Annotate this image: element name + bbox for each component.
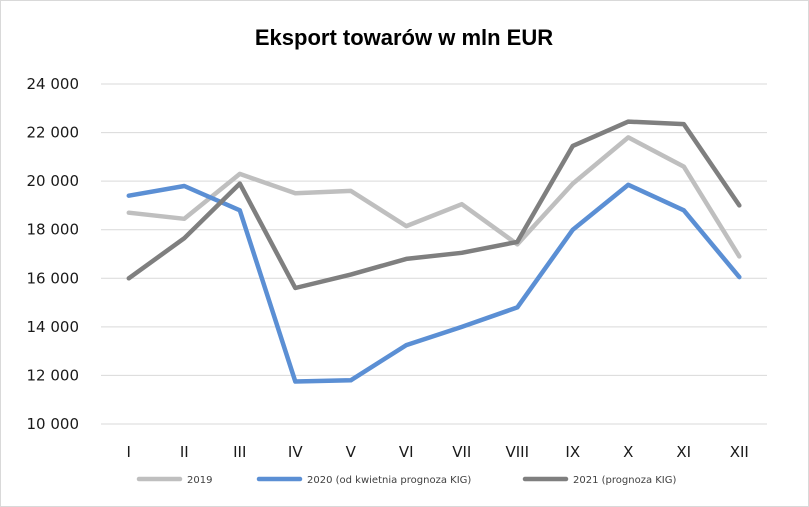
legend-item: 2021 (prognoza KIG) xyxy=(522,475,677,486)
x-tick-label: X xyxy=(623,443,633,461)
x-tick-label: V xyxy=(346,443,357,461)
x-tick-label: II xyxy=(180,443,189,461)
series-line xyxy=(126,135,742,259)
series-line xyxy=(126,182,742,384)
chart-title: Eksport towarów w mln EUR xyxy=(255,25,553,50)
series-line xyxy=(126,119,742,291)
legend-label: 2021 (prognoza KIG) xyxy=(573,475,677,486)
y-tick-label: 14 000 xyxy=(27,318,80,336)
legend-label: 2020 (od kwietnia prognoza KIG) xyxy=(307,475,471,486)
legend-label: 2019 xyxy=(187,475,212,486)
x-tick-label: VIII xyxy=(505,443,529,461)
x-tick-label: I xyxy=(127,443,131,461)
legend: 2019 2020 (od kwietnia prognoza KIG) 2021 … xyxy=(136,475,677,486)
legend-item: 2020 (od kwietnia prognoza KIG) xyxy=(256,475,471,486)
y-tick-label: 22 000 xyxy=(27,124,80,142)
y-axis-ticks: 10 000 12 000 14 000 16 000 18 000 20 000 22 0… xyxy=(27,75,80,433)
legend-item: 2019 xyxy=(136,475,212,486)
x-tick-label: VII xyxy=(452,443,471,461)
x-tick-label: XI xyxy=(676,443,691,461)
x-tick-label: III xyxy=(233,443,246,461)
y-tick-label: 20 000 xyxy=(27,172,80,190)
y-tick-label: 12 000 xyxy=(27,366,80,384)
y-tick-label: 18 000 xyxy=(27,221,80,239)
y-tick-label: 10 000 xyxy=(27,415,80,433)
y-tick-label: 24 000 xyxy=(27,75,80,93)
y-tick-label: 16 000 xyxy=(27,269,80,287)
x-axis-ticks: I II III IV V VI VII VIII IX X XI XII xyxy=(127,443,749,461)
gridlines xyxy=(101,83,767,425)
x-tick-label: IV xyxy=(288,443,303,461)
series-lines xyxy=(126,119,742,384)
x-tick-label: XII xyxy=(730,443,749,461)
x-tick-label: IX xyxy=(565,443,580,461)
x-tick-label: VI xyxy=(399,443,414,461)
